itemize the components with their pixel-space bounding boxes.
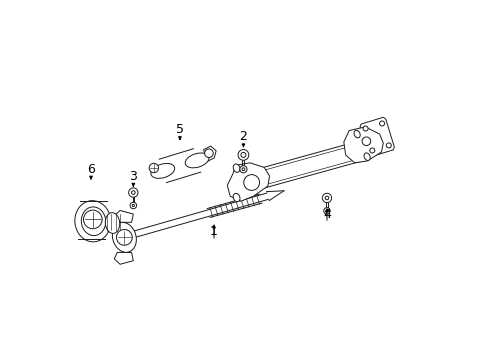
Polygon shape [227,163,269,201]
Circle shape [369,148,374,153]
Circle shape [241,152,245,157]
Text: 6: 6 [87,163,95,176]
Circle shape [379,121,384,126]
Polygon shape [359,117,393,157]
Ellipse shape [233,164,240,172]
Circle shape [325,210,327,212]
Circle shape [132,204,134,207]
Text: 4: 4 [323,208,330,221]
Circle shape [130,202,136,209]
Circle shape [363,126,367,131]
Circle shape [386,143,390,148]
Circle shape [323,208,329,214]
Ellipse shape [348,147,368,156]
Ellipse shape [232,179,252,189]
Circle shape [204,149,213,158]
Circle shape [322,193,331,203]
Circle shape [362,137,370,145]
Text: 5: 5 [176,123,183,136]
Text: 1: 1 [210,225,218,238]
Text: 2: 2 [239,130,247,144]
Circle shape [116,229,132,245]
Circle shape [244,175,259,190]
Circle shape [149,163,158,173]
Ellipse shape [112,222,136,252]
Ellipse shape [81,207,105,235]
Ellipse shape [75,201,111,242]
Ellipse shape [363,153,369,161]
Ellipse shape [185,153,208,168]
Ellipse shape [105,213,120,233]
Polygon shape [203,146,216,162]
Circle shape [238,149,248,160]
Ellipse shape [151,163,174,178]
Polygon shape [114,252,133,264]
Circle shape [83,210,102,229]
Circle shape [131,191,135,194]
Text: 3: 3 [129,170,137,183]
Circle shape [239,166,246,173]
Polygon shape [343,127,383,163]
Circle shape [325,196,328,200]
Ellipse shape [353,130,360,138]
Circle shape [242,168,244,171]
Ellipse shape [233,193,240,202]
Polygon shape [114,211,133,222]
Circle shape [128,188,138,197]
